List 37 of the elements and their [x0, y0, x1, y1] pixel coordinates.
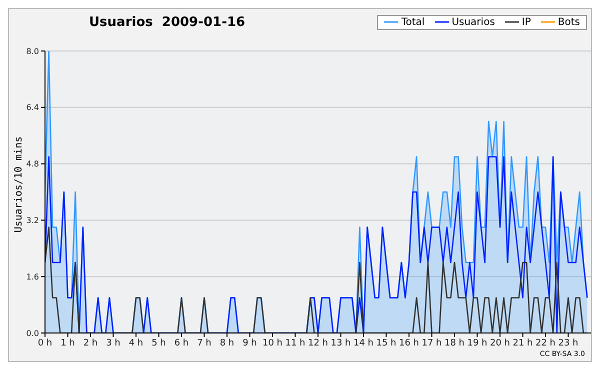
y-tick-label: 8.0	[26, 46, 39, 56]
x-tick-label: 2 h	[83, 338, 98, 348]
x-tick-label: 20 h	[490, 338, 510, 348]
x-tick-label: 3 h	[106, 338, 120, 348]
chart-title: Usuarios 2009-01-16	[89, 15, 246, 30]
legend-label: Usuarios	[452, 16, 495, 28]
x-tick-label: 10 h	[262, 338, 283, 348]
x-tick-label: 7 h	[197, 338, 212, 348]
x-tick-label: 1 h	[60, 338, 75, 348]
x-tick-label: 9 h	[242, 338, 257, 348]
y-tick-label: 4.8	[26, 160, 39, 169]
legend-label: Bots	[558, 16, 580, 28]
x-tick-label: 5 h	[152, 338, 166, 348]
x-tick-label: 22 h	[535, 338, 556, 348]
x-tick-label: 12 h	[308, 338, 328, 348]
x-tick-label: 19 h	[467, 338, 488, 348]
x-tick-label: 16 h	[398, 338, 420, 348]
x-tick-label: 17 h	[422, 338, 442, 348]
x-tick-label: 18 h	[444, 338, 465, 348]
x-tick-label: 4 h	[128, 338, 144, 348]
x-tick-label: 21 h	[512, 338, 533, 348]
x-tick-label: 6 h	[174, 338, 189, 348]
x-tick-label: 11 h	[285, 338, 306, 348]
y-tick-label: 3.2	[26, 216, 39, 226]
legend-label: IP	[522, 16, 531, 28]
line-series	[45, 156, 588, 333]
x-tick-label: 8 h	[220, 338, 234, 348]
y-tick-label: 0.0	[26, 328, 39, 338]
y-tick-label: 1.6	[26, 272, 39, 282]
x-tick-label: 0 h	[38, 338, 52, 348]
y-tick-label: 6.4	[26, 103, 39, 112]
legend-label: Total	[401, 16, 425, 28]
x-tick-label: 15 h	[376, 338, 396, 348]
x-tick-label: 13 h	[330, 338, 351, 348]
y-axis-title: Usuarios/10 mins	[14, 135, 24, 235]
x-tick-label: 14 h	[353, 338, 374, 348]
x-tick-label: 23 h	[558, 338, 578, 348]
